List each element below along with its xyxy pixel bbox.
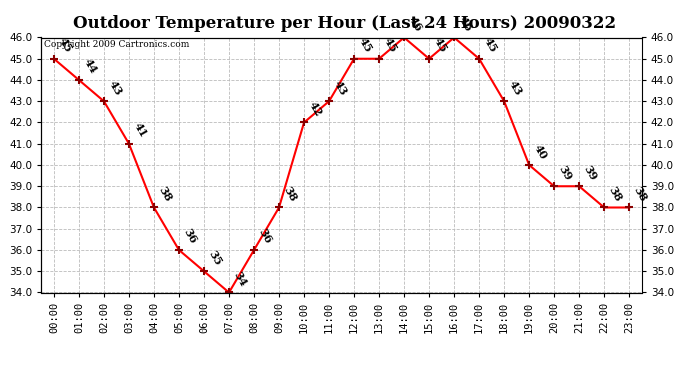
Text: 42: 42 [307,99,324,118]
Text: 43: 43 [332,78,349,97]
Text: 38: 38 [282,184,299,203]
Text: 40: 40 [532,142,549,161]
Text: 45: 45 [357,36,374,55]
Text: 39: 39 [582,163,599,182]
Text: 45: 45 [382,36,399,55]
Text: 36: 36 [181,227,199,246]
Text: 41: 41 [132,121,149,140]
Text: 43: 43 [107,78,124,97]
Text: 45: 45 [432,36,449,55]
Text: Copyright 2009 Cartronics.com: Copyright 2009 Cartronics.com [44,40,190,49]
Text: 34: 34 [232,269,249,288]
Text: 35: 35 [207,248,224,267]
Text: 45: 45 [57,36,74,55]
Text: 38: 38 [157,184,174,203]
Text: Outdoor Temperature per Hour (Last 24 Hours) 20090322: Outdoor Temperature per Hour (Last 24 Ho… [73,15,617,32]
Text: 43: 43 [507,78,524,97]
Text: 38: 38 [607,184,624,203]
Text: 38: 38 [632,184,649,203]
Text: 46: 46 [407,14,424,33]
Text: 39: 39 [557,163,574,182]
Text: 36: 36 [257,227,274,246]
Text: 46: 46 [457,14,474,33]
Text: 45: 45 [482,36,499,55]
Text: 44: 44 [81,57,99,76]
